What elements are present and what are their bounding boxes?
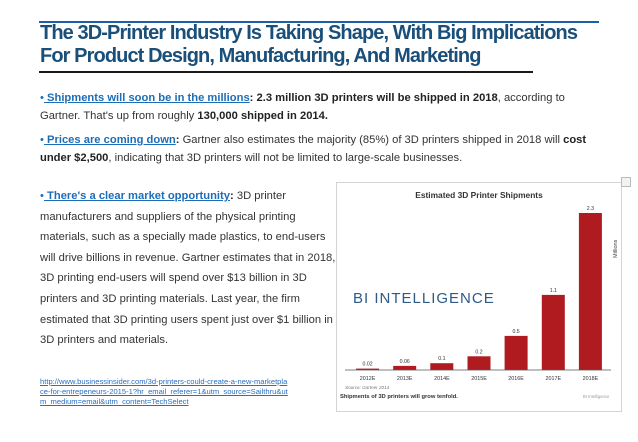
shipments-text: , according to Gartner. That's up from r… — [40, 92, 565, 122]
chart-caption: Shipments of 3D printers will grow tenfo… — [340, 394, 458, 400]
tick-label-2017E: 2017E — [546, 376, 562, 382]
bar-2018E — [578, 213, 602, 370]
y-axis-label: Millions — [613, 239, 619, 258]
chart-title: Estimated 3D Printer Shipments — [415, 190, 543, 200]
prices-stat: cost under $2,500 — [40, 134, 587, 164]
shipments-link[interactable]: Shipments will soon be in the millions — [43, 92, 250, 104]
bar-2016E — [504, 335, 528, 370]
bar-2014E — [430, 363, 454, 370]
opportunity-link[interactable]: There's a clear market opportunity — [43, 190, 230, 202]
title-line-1: The 3D-Printer Industry Is Taking Shape,… — [40, 22, 578, 44]
tick-label-2018E: 2018E — [583, 376, 599, 382]
value-label-2015E: 0.2 — [475, 349, 482, 355]
prices-text-end: , indicating that 3D printers will not b… — [108, 152, 463, 164]
tick-label-2014E: 2014E — [434, 376, 450, 382]
opportunity-text: 3D printer manufacturers and suppliers o… — [40, 190, 336, 347]
chart-expand-icon — [621, 177, 631, 187]
bullet-shipments: • Shipments will soon be in the millions… — [40, 89, 600, 125]
title-underline — [39, 71, 533, 73]
bullet-prices: • Prices are coming down: Gartner also e… — [40, 131, 600, 167]
value-label-2013E: 0.06 — [400, 359, 410, 365]
value-label-2012E: 0.02 — [363, 362, 373, 368]
prices-link[interactable]: Prices are coming down — [43, 134, 176, 146]
bar-2015E — [467, 356, 491, 370]
title-line-2: For Product Design, Manufacturing, And M… — [40, 45, 481, 67]
shipments-stat: 2.3 million 3D printers will be shipped … — [253, 92, 498, 104]
bar-2013E — [393, 365, 417, 370]
tick-label-2016E: 2016E — [508, 376, 524, 382]
source-note: Source: Gartner 2014 — [345, 385, 390, 390]
bullet-marker: • — [40, 190, 44, 202]
bullet-marker: • — [40, 92, 44, 104]
tick-label-2012E: 2012E — [360, 376, 376, 382]
shipments-chart: Estimated 3D Printer Shipments 0.02 2012E… — [336, 182, 622, 412]
tick-label-2013E: 2013E — [397, 376, 413, 382]
value-label-2018E: 2.3 — [587, 206, 594, 212]
title-top-rule — [39, 21, 599, 23]
bullet-opportunity: • There's a clear market opportunity: 3D… — [40, 186, 336, 351]
bullet-colon: : — [175, 134, 180, 146]
watermark-text: BI INTELLIGENCE — [353, 290, 495, 307]
bullet-colon: : — [230, 190, 234, 202]
shipments-2014-stat: 130,000 shipped in 2014. — [197, 110, 328, 122]
chart-svg: 0.02 2012E 0.06 2013E 0.1 2014E 0.2 2015E 0.5 201… — [340, 206, 619, 400]
value-label-2016E: 0.5 — [512, 329, 519, 335]
bullet-colon: : — [249, 92, 254, 104]
tick-label-2015E: 2015E — [471, 376, 487, 382]
bullet-marker: • — [40, 134, 44, 146]
prices-text: Gartner also estimates the majority (85%… — [179, 134, 564, 146]
slide-title: The 3D-Printer Industry Is Taking Shape,… — [40, 22, 630, 68]
corner-mark: BI Intelligence — [583, 394, 610, 399]
value-label-2017E: 1.1 — [550, 288, 557, 294]
bar-2017E — [541, 294, 565, 370]
bar-2012E — [356, 368, 380, 370]
source-link[interactable]: http://www.businessinsider.com/3d-printe… — [40, 377, 288, 406]
value-label-2014E: 0.1 — [438, 356, 445, 362]
bar-group: 0.02 2012E 0.06 2013E 0.1 2014E 0.2 2015E 0.5 201… — [356, 206, 602, 382]
